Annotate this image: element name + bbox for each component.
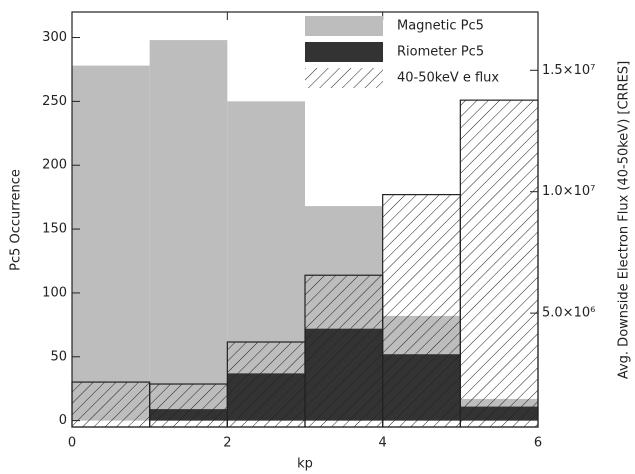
y-tick-label: 250 bbox=[42, 94, 67, 109]
y-tick-label: 100 bbox=[42, 285, 67, 300]
y2-axis-label: Avg. Downside Electron Flux (40-50keV) [… bbox=[617, 61, 632, 379]
bar bbox=[71, 381, 151, 428]
x-tick-label: 0 bbox=[68, 436, 76, 451]
bar bbox=[304, 274, 384, 428]
y-axis-label: Pc5 Occurrence bbox=[9, 169, 24, 271]
y2-tick-label: 1.0×10⁷ bbox=[542, 184, 595, 199]
legend-label: Riometer Pc5 bbox=[397, 45, 484, 60]
legend-swatch bbox=[305, 16, 383, 36]
y2-tick-label: 1.5×10⁷ bbox=[542, 63, 595, 78]
y-tick-label: 200 bbox=[42, 158, 67, 173]
bar bbox=[149, 40, 228, 421]
y-tick-label: 300 bbox=[42, 30, 67, 45]
x-tick-label: 2 bbox=[223, 436, 231, 451]
y-tick-label: 150 bbox=[42, 222, 67, 237]
y-tick-label: 50 bbox=[50, 349, 67, 364]
bar bbox=[72, 65, 150, 421]
legend-swatch bbox=[305, 68, 383, 88]
x-axis-label: kp bbox=[297, 457, 313, 472]
bar bbox=[149, 383, 228, 428]
legend-swatch bbox=[305, 42, 383, 62]
x-tick-label: 6 bbox=[534, 436, 542, 451]
legend-label: 40-50keV e flux bbox=[397, 71, 499, 86]
bar bbox=[382, 194, 461, 428]
legend-label: Magnetic Pc5 bbox=[397, 19, 484, 34]
bar bbox=[459, 99, 539, 428]
plot-frame bbox=[71, 11, 539, 428]
y2-tick-label: 5.0×10⁶ bbox=[542, 306, 595, 321]
bar bbox=[226, 341, 306, 428]
x-tick-label: 4 bbox=[379, 436, 387, 451]
y-tick-label: 0 bbox=[59, 413, 67, 428]
